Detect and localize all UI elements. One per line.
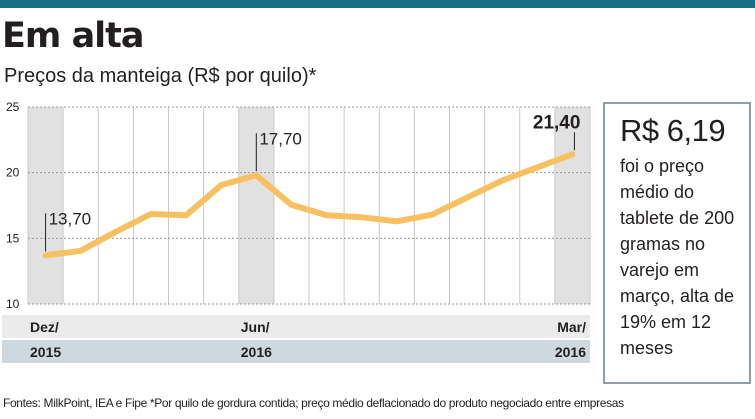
y-tick-label: 10 (6, 297, 20, 311)
x-tick-label-year: 2015 (30, 344, 61, 360)
callout-text: foi o preço médio do tablete de 200 gram… (620, 156, 735, 358)
callout-value: R$ 6,19 (620, 113, 726, 148)
highlight-band (28, 107, 64, 304)
chart-annotations: 13,70 17,70 21,40 (45, 112, 581, 252)
y-tick-label: 15 (6, 231, 20, 245)
x-tick-label-month: Mar/ (557, 319, 586, 335)
data-label: 13,70 (49, 209, 92, 228)
chart-title: Em alta (2, 16, 145, 56)
price-series (42, 151, 576, 259)
x-tick-label-year: 2016 (241, 344, 272, 360)
top-accent-rule (0, 0, 755, 8)
data-label: 21,40 (533, 112, 581, 133)
price-line (42, 151, 576, 259)
highlight-band (554, 107, 590, 304)
y-tick-label: 25 (6, 100, 20, 114)
y-tick-label: 20 (6, 166, 20, 180)
data-label: 17,70 (259, 129, 302, 148)
x-tick-label-month: Dez/ (30, 319, 59, 335)
x-tick-label-month: Jun/ (241, 319, 270, 335)
price-callout-box: R$ 6,19 foi o preço médio do tablete de … (603, 102, 751, 384)
x-axis: Dez/2015 Jun/2016 Mar/2016 (30, 319, 586, 360)
x-tick-label-year: 2016 (555, 344, 586, 360)
chart-gridlines (27, 106, 591, 305)
sources-footnote: Fontes: MilkPoint, IEA e Fipe *Por quilo… (3, 396, 624, 410)
x-axis-band-month (2, 315, 590, 338)
x-axis-band-year (2, 340, 590, 363)
chart-subtitle: Preços da manteiga (R$ por quilo)* (4, 65, 317, 87)
x-axis-bands (2, 315, 590, 363)
y-axis: 10 15 20 25 (6, 100, 20, 311)
